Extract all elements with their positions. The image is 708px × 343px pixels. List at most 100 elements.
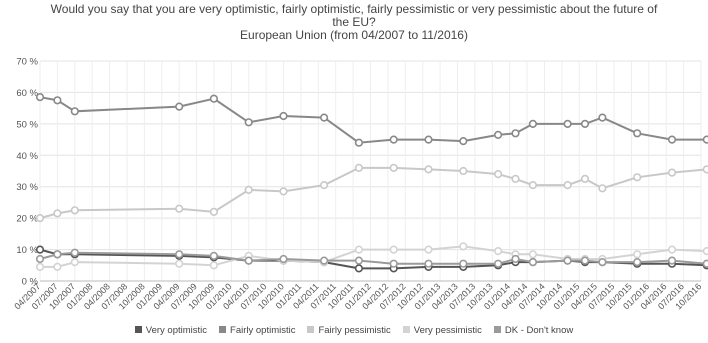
- data-point: [320, 113, 329, 122]
- data-point: [702, 135, 708, 144]
- data-point: [53, 96, 62, 105]
- data-point: [459, 242, 468, 251]
- data-point: [70, 107, 79, 116]
- legend-item[interactable]: Fairly optimistic: [219, 325, 295, 336]
- data-point: [35, 92, 45, 102]
- data-point: [244, 118, 253, 127]
- data-point: [528, 258, 538, 267]
- data-point: [528, 119, 538, 128]
- data-point: [580, 256, 590, 265]
- data-point: [70, 248, 79, 257]
- y-tick-label: 50 %: [16, 119, 38, 130]
- data-point: [494, 247, 503, 256]
- data-point: [598, 113, 607, 122]
- y-tick-label: 20 %: [16, 214, 38, 225]
- data-point: [279, 111, 288, 121]
- data-point: [580, 174, 590, 183]
- data-point: [459, 137, 468, 146]
- data-point: [175, 250, 184, 259]
- data-point: [424, 165, 433, 174]
- data-point: [424, 259, 433, 268]
- y-tick-label: 40 %: [16, 151, 38, 162]
- y-tick-label: 30 %: [16, 182, 38, 193]
- data-point: [563, 181, 572, 190]
- data-point: [494, 130, 503, 139]
- legend-swatch: [219, 326, 227, 333]
- chart-title-line-2: the EU?: [332, 15, 376, 29]
- data-point: [667, 135, 677, 144]
- data-point: [633, 173, 642, 182]
- legend-label: Fairly optimistic: [230, 325, 296, 336]
- data-point: [580, 119, 590, 128]
- data-point: [354, 264, 364, 273]
- legend-label: Very optimistic: [145, 325, 208, 336]
- data-point: [528, 250, 538, 259]
- legend-item[interactable]: Very pessimistic: [402, 325, 482, 336]
- data-point: [511, 129, 520, 138]
- data-point: [70, 258, 79, 267]
- data-point: [209, 94, 218, 103]
- data-point: [563, 119, 572, 128]
- data-point: [667, 168, 677, 177]
- data-point: [598, 184, 607, 193]
- data-point: [35, 262, 45, 272]
- data-point: [175, 204, 184, 213]
- data-point: [494, 259, 503, 268]
- data-point: [354, 256, 364, 265]
- data-point: [702, 165, 708, 174]
- chart-title: Would you say that you are very optimist…: [0, 3, 708, 42]
- data-point: [35, 214, 45, 223]
- data-point: [70, 206, 79, 215]
- data-point: [598, 258, 607, 267]
- data-point: [702, 247, 708, 256]
- data-point: [389, 259, 398, 268]
- data-point: [511, 254, 520, 264]
- data-point: [320, 181, 329, 190]
- data-point: [279, 187, 288, 196]
- data-point: [175, 102, 184, 111]
- data-point: [389, 163, 398, 172]
- y-tick-label: 0 %: [22, 277, 39, 288]
- series-line: [39, 166, 707, 220]
- y-tick-label: 60 %: [16, 88, 38, 99]
- y-tick-label: 10 %: [16, 245, 38, 256]
- data-point: [53, 209, 62, 218]
- data-point: [209, 261, 218, 270]
- legend-item[interactable]: Very optimistic: [134, 325, 208, 336]
- legend-swatch: [307, 326, 315, 333]
- data-point: [244, 256, 253, 265]
- data-point: [633, 250, 642, 259]
- data-point: [667, 256, 677, 265]
- data-point: [35, 245, 45, 254]
- legend-label: Fairly pessimistic: [318, 325, 391, 336]
- chart-title-line-1: Would you say that you are very optimist…: [50, 2, 658, 16]
- data-point: [667, 245, 677, 254]
- data-point: [209, 251, 218, 260]
- data-point: [511, 174, 520, 183]
- data-point: [633, 129, 642, 138]
- data-point: [175, 259, 184, 268]
- data-point: [354, 245, 364, 254]
- legend-item[interactable]: Fairly pessimistic: [307, 325, 391, 336]
- data-point: [354, 163, 364, 172]
- legend-label: Very pessimistic: [413, 325, 482, 336]
- data-point: [424, 135, 433, 144]
- data-point: [53, 262, 62, 272]
- series-line: [39, 96, 707, 144]
- data-point: [389, 135, 398, 144]
- data-point: [459, 259, 468, 268]
- data-point: [563, 256, 572, 265]
- data-point: [494, 170, 503, 179]
- data-point: [389, 245, 398, 254]
- data-point: [320, 256, 329, 265]
- legend-label: DK - Don't know: [504, 325, 574, 336]
- legend-item[interactable]: DK - Don't know: [493, 325, 574, 336]
- chart-title-line-3: European Union (from 04/2007 to 11/2016): [240, 28, 468, 42]
- data-point: [244, 185, 253, 194]
- data-point: [459, 166, 468, 176]
- data-point: [35, 254, 45, 264]
- y-tick-label: 70 %: [16, 57, 38, 68]
- data-point: [354, 138, 364, 147]
